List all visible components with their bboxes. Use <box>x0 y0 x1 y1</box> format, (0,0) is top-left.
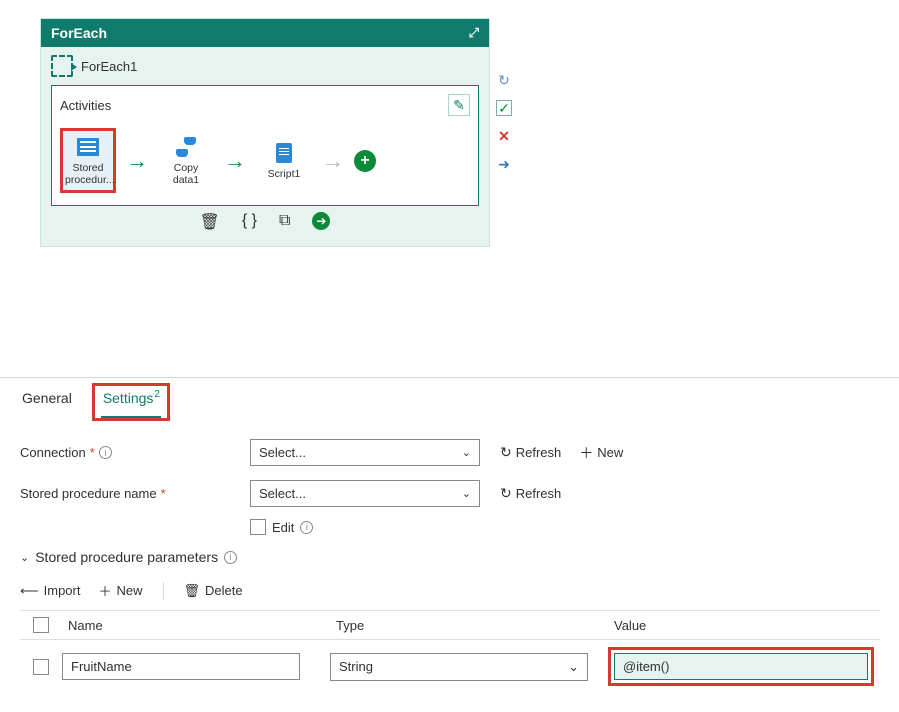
activities-container: Activities ✎ Stored procedur... → Copy d… <box>51 85 479 206</box>
info-icon[interactable]: i <box>99 446 112 459</box>
plus-icon: ＋ <box>98 581 111 600</box>
run-icon[interactable]: ➔ <box>312 212 330 230</box>
foreach-header[interactable]: ForEach ⤢ <box>41 19 489 47</box>
error-status-icon[interactable]: ✕ <box>496 128 512 144</box>
highlight-settings-tab: Settings2 <box>92 383 170 421</box>
param-type-select[interactable]: String ⌄ <box>330 653 588 681</box>
foreach-panel: ForEach ⤢ ForEach1 Activities ✎ Stored p… <box>40 18 490 247</box>
foreach-header-title: ForEach <box>51 25 107 41</box>
success-arrow-icon: → <box>224 148 246 174</box>
tab-label: General <box>22 390 72 406</box>
new-connection-button[interactable]: ＋New <box>579 443 623 463</box>
delete-param-button[interactable]: 🗑Delete <box>184 583 243 599</box>
highlight-param-value: @item() <box>608 647 874 686</box>
table-row: FruitName String ⌄ @item() <box>20 640 880 693</box>
code-icon[interactable]: { } <box>242 212 257 232</box>
activity-script[interactable]: Script1 <box>256 136 312 186</box>
refresh-icon: ↻ <box>500 485 512 502</box>
info-icon[interactable]: i <box>224 551 237 564</box>
script-icon <box>276 143 292 163</box>
refresh-sp-button[interactable]: ↻Refresh <box>500 485 561 502</box>
table-header: Name Type Value <box>20 610 880 640</box>
activities-label: Activities <box>60 98 111 113</box>
add-activity-button[interactable]: + <box>354 150 376 172</box>
col-name: Name <box>62 618 330 633</box>
foreach-name: ForEach1 <box>81 59 137 74</box>
sp-name-row: Stored procedure name * Select... ⌄ ↻Ref… <box>20 480 879 507</box>
foreach-icon <box>51 55 73 77</box>
tab-settings[interactable]: Settings2 <box>101 386 161 418</box>
success-arrow-icon: → <box>126 148 148 174</box>
panel-toolbar: 🗑 { } ⧉ ➔ <box>51 206 479 240</box>
inactive-arrow-icon: → <box>322 148 344 174</box>
row-checkbox[interactable] <box>33 659 49 675</box>
edit-label: Edit <box>272 520 294 535</box>
copy-data-icon <box>176 137 196 157</box>
select-placeholder: Select... <box>259 486 306 501</box>
next-status-icon[interactable]: ➜ <box>496 156 512 172</box>
properties-tabs: General Settings2 <box>0 378 899 421</box>
activity-copy-data[interactable]: Copy data1 <box>158 130 214 191</box>
tab-label: Settings <box>103 390 154 406</box>
edit-checkbox[interactable] <box>250 519 266 535</box>
sp-params-toolbar: ⟵Import ＋New 🗑Delete <box>20 581 879 600</box>
tab-general[interactable]: General <box>20 386 74 421</box>
clone-icon[interactable]: ⧉ <box>279 212 290 232</box>
col-value: Value <box>608 618 880 633</box>
activity-stored-procedure[interactable]: Stored procedur... <box>60 128 116 193</box>
required-marker: * <box>90 445 95 460</box>
select-placeholder: Select... <box>259 445 306 460</box>
sp-edit-row: Edit i <box>20 519 879 535</box>
col-type: Type <box>330 618 608 633</box>
tab-badge: 2 <box>154 389 160 400</box>
activity-label: Stored procedur... <box>65 163 111 186</box>
required-marker: * <box>161 486 166 501</box>
delete-icon[interactable]: 🗑 <box>200 212 220 232</box>
connection-row: Connection * i Select... ⌄ ↻Refresh ＋New <box>20 439 879 466</box>
success-status-icon[interactable]: ✓ <box>496 100 512 116</box>
param-name-input[interactable]: FruitName <box>62 653 300 680</box>
stored-procedure-icon <box>77 138 99 156</box>
activity-label: Script1 <box>259 169 309 181</box>
select-all-checkbox[interactable] <box>33 617 49 633</box>
redo-icon[interactable]: ↻ <box>496 72 512 88</box>
expand-icon[interactable]: ⤢ <box>469 25 479 41</box>
chevron-down-icon: ⌄ <box>462 487 471 500</box>
side-status-icons: ↻ ✓ ✕ ➜ <box>496 72 512 172</box>
import-icon: ⟵ <box>20 583 39 599</box>
new-param-button[interactable]: ＋New <box>98 581 142 600</box>
info-icon[interactable]: i <box>300 521 313 534</box>
settings-form: Connection * i Select... ⌄ ↻Refresh ＋New… <box>0 421 899 705</box>
chevron-down-icon: ⌄ <box>462 446 471 459</box>
sp-params-title: Stored procedure parameters <box>35 549 218 565</box>
chevron-down-icon: ⌄ <box>20 551 29 564</box>
refresh-connection-button[interactable]: ↻Refresh <box>500 444 561 461</box>
param-value-input[interactable]: @item() <box>614 653 868 680</box>
activity-label: Copy data1 <box>161 163 211 186</box>
refresh-icon: ↻ <box>500 444 512 461</box>
connection-select[interactable]: Select... ⌄ <box>250 439 480 466</box>
edit-activities-icon[interactable]: ✎ <box>448 94 470 116</box>
sp-name-label: Stored procedure name <box>20 486 157 501</box>
toolbar-separator <box>163 582 164 600</box>
chevron-down-icon: ⌄ <box>568 659 579 675</box>
sp-params-section-toggle[interactable]: ⌄ Stored procedure parameters i <box>20 549 879 565</box>
connection-label: Connection <box>20 445 86 460</box>
sp-params-table: Name Type Value FruitName String ⌄ @item… <box>20 610 880 693</box>
import-params-button[interactable]: ⟵Import <box>20 583 80 599</box>
foreach-name-row[interactable]: ForEach1 <box>51 55 479 77</box>
plus-icon: ＋ <box>579 443 593 463</box>
trash-icon: 🗑 <box>184 583 201 599</box>
sp-name-select[interactable]: Select... ⌄ <box>250 480 480 507</box>
activities-row: Stored procedur... → Copy data1 → Script… <box>60 124 470 193</box>
